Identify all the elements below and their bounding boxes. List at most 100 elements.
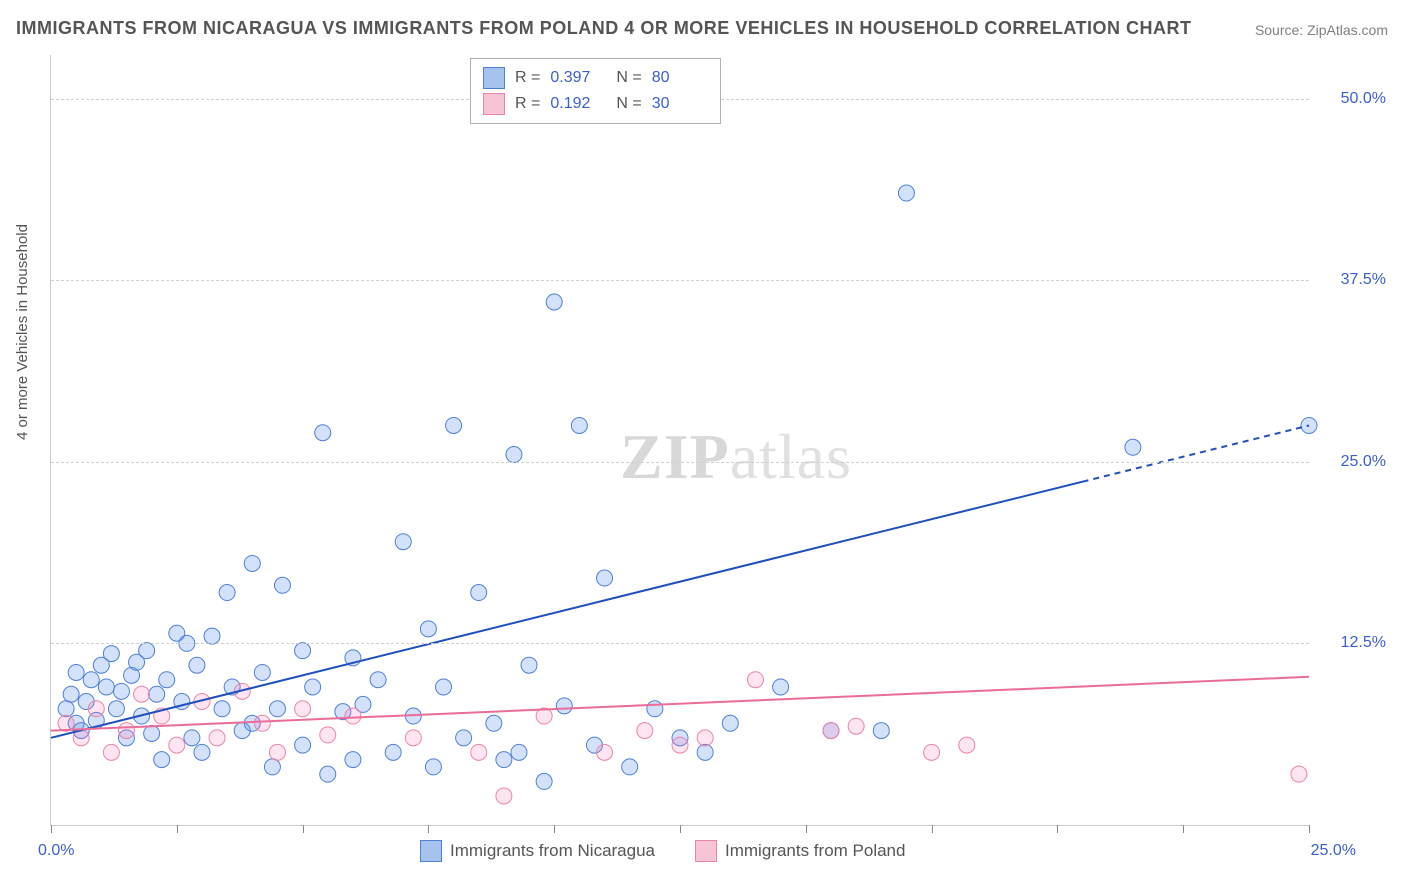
scatter-point xyxy=(154,752,170,768)
scatter-point xyxy=(214,701,230,717)
scatter-point xyxy=(295,737,311,753)
x-axis-max-label: 25.0% xyxy=(1311,842,1356,860)
scatter-point xyxy=(103,744,119,760)
scatter-point xyxy=(571,417,587,433)
legend-n-value: 30 xyxy=(652,95,708,113)
scatter-point xyxy=(118,723,134,739)
gridline-h xyxy=(51,462,1309,463)
x-axis-min-label: 0.0% xyxy=(38,842,74,860)
scatter-point xyxy=(420,621,436,637)
scatter-point xyxy=(536,773,552,789)
scatter-point xyxy=(149,686,165,702)
x-tick xyxy=(177,825,178,833)
legend-n-label: N = xyxy=(616,95,641,113)
scatter-point xyxy=(597,570,613,586)
scatter-point xyxy=(446,417,462,433)
plot-svg xyxy=(51,55,1309,825)
scatter-point xyxy=(1291,766,1307,782)
scatter-point xyxy=(471,744,487,760)
scatter-point xyxy=(506,447,522,463)
scatter-point xyxy=(637,723,653,739)
series-legend-item: Immigrants from Poland xyxy=(695,840,905,862)
scatter-point xyxy=(134,686,150,702)
scatter-point xyxy=(209,730,225,746)
scatter-point xyxy=(219,585,235,601)
scatter-plot-area xyxy=(50,55,1309,826)
x-tick xyxy=(1183,825,1184,833)
scatter-point xyxy=(898,185,914,201)
legend-swatch xyxy=(695,840,717,862)
scatter-point xyxy=(405,730,421,746)
scatter-point xyxy=(496,752,512,768)
x-tick xyxy=(1309,825,1310,833)
y-tick-label: 50.0% xyxy=(1341,90,1386,108)
scatter-point xyxy=(647,701,663,717)
scatter-point xyxy=(194,744,210,760)
legend-r-label: R = xyxy=(515,95,540,113)
scatter-point xyxy=(395,534,411,550)
legend-swatch xyxy=(483,93,505,115)
scatter-point xyxy=(546,294,562,310)
gridline-h xyxy=(51,643,1309,644)
scatter-point xyxy=(269,701,285,717)
correlation-legend: R =0.397N =80R =0.192N =30 xyxy=(470,58,721,124)
scatter-point xyxy=(295,701,311,717)
legend-r-value: 0.192 xyxy=(550,95,606,113)
scatter-point xyxy=(184,730,200,746)
series-legend: Immigrants from Nicaragua Immigrants from… xyxy=(420,840,905,862)
y-tick-label: 25.0% xyxy=(1341,453,1386,471)
scatter-point xyxy=(98,679,114,695)
series-legend-item: Immigrants from Nicaragua xyxy=(420,840,655,862)
x-tick xyxy=(428,825,429,833)
scatter-point xyxy=(672,737,688,753)
scatter-point xyxy=(511,744,527,760)
scatter-point xyxy=(722,715,738,731)
scatter-point xyxy=(320,727,336,743)
scatter-point xyxy=(496,788,512,804)
scatter-point xyxy=(295,643,311,659)
scatter-point xyxy=(315,425,331,441)
scatter-point xyxy=(68,664,84,680)
scatter-point xyxy=(697,730,713,746)
source-attribution: Source: ZipAtlas.com xyxy=(1255,22,1388,38)
scatter-point xyxy=(58,701,74,717)
scatter-point xyxy=(169,737,185,753)
scatter-point xyxy=(456,730,472,746)
chart-title: IMMIGRANTS FROM NICARAGUA VS IMMIGRANTS … xyxy=(16,18,1192,39)
scatter-point xyxy=(83,672,99,688)
scatter-point xyxy=(959,737,975,753)
x-tick xyxy=(1057,825,1058,833)
scatter-point xyxy=(269,744,285,760)
scatter-point xyxy=(370,672,386,688)
scatter-point xyxy=(425,759,441,775)
scatter-point xyxy=(521,657,537,673)
scatter-point xyxy=(159,672,175,688)
x-tick xyxy=(932,825,933,833)
scatter-point xyxy=(385,744,401,760)
scatter-point xyxy=(924,744,940,760)
scatter-point xyxy=(264,759,280,775)
series-legend-label: Immigrants from Nicaragua xyxy=(450,841,655,861)
scatter-point xyxy=(305,679,321,695)
scatter-point xyxy=(345,708,361,724)
scatter-point xyxy=(622,759,638,775)
scatter-point xyxy=(254,715,270,731)
series-legend-label: Immigrants from Poland xyxy=(725,841,905,861)
scatter-point xyxy=(823,723,839,739)
gridline-h xyxy=(51,280,1309,281)
scatter-point xyxy=(873,723,889,739)
scatter-point xyxy=(345,752,361,768)
scatter-point xyxy=(597,744,613,760)
scatter-point xyxy=(747,672,763,688)
scatter-point xyxy=(113,683,129,699)
scatter-point xyxy=(274,577,290,593)
scatter-point xyxy=(189,657,205,673)
scatter-point xyxy=(471,585,487,601)
scatter-point xyxy=(486,715,502,731)
x-tick xyxy=(51,825,52,833)
scatter-point xyxy=(435,679,451,695)
legend-swatch xyxy=(420,840,442,862)
x-tick xyxy=(303,825,304,833)
scatter-point xyxy=(556,698,572,714)
x-tick xyxy=(554,825,555,833)
